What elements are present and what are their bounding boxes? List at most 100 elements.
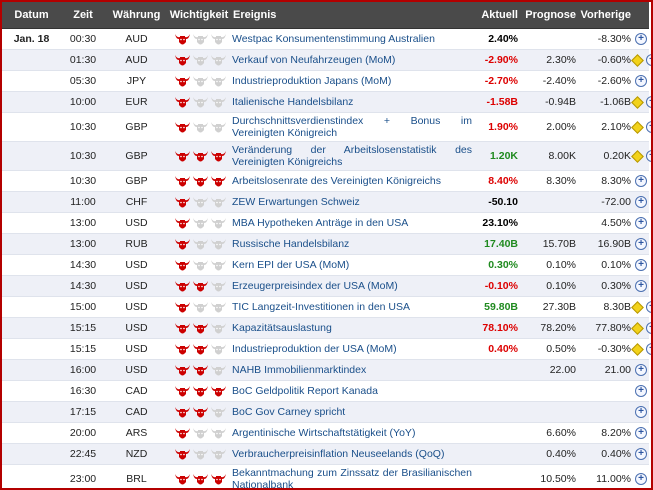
expand-plus-icon[interactable]: + bbox=[635, 238, 647, 251]
bull-icon bbox=[174, 322, 192, 334]
alert-diamond-icon[interactable] bbox=[631, 149, 644, 163]
bull-icon-inactive bbox=[210, 406, 228, 418]
expand-plus-icon[interactable]: + bbox=[646, 121, 651, 134]
alert-diamond-icon[interactable] bbox=[631, 342, 644, 356]
table-row[interactable]: 10:30 GBP Veränderung der Arbeitslosenstat… bbox=[2, 141, 651, 171]
row-event-link[interactable]: Westpac Konsumentenstimmung Australien bbox=[230, 28, 474, 50]
row-forecast: -0.94B bbox=[520, 91, 578, 113]
row-event-link[interactable]: TIC Langzeit-Investitionen in den USA bbox=[230, 296, 474, 318]
expand-plus-icon[interactable]: + bbox=[646, 343, 651, 356]
expand-plus-icon[interactable]: + bbox=[635, 364, 647, 377]
row-previous: -0.30% bbox=[578, 338, 633, 360]
row-event-link[interactable]: Verkauf von Neufahrzeugen (MoM) bbox=[230, 49, 474, 71]
row-importance bbox=[168, 422, 230, 444]
bull-icon bbox=[192, 406, 210, 418]
table-row[interactable]: 13:00 USD MBA Hypotheken Anträge in den US… bbox=[2, 212, 649, 234]
col-vorherige[interactable]: Vorherige bbox=[578, 2, 633, 29]
bull-icon bbox=[174, 121, 192, 133]
alert-diamond-icon[interactable] bbox=[631, 300, 644, 314]
col-datum[interactable]: Datum bbox=[2, 2, 61, 29]
expand-plus-icon[interactable]: + bbox=[635, 385, 647, 398]
table-row[interactable]: 15:15 USD Industrieproduktion der USA (MoM… bbox=[2, 338, 651, 360]
row-currency: AUD bbox=[105, 49, 168, 71]
row-actions: + bbox=[633, 443, 649, 465]
expand-plus-icon[interactable]: + bbox=[635, 280, 647, 293]
alert-diamond-icon[interactable] bbox=[631, 321, 644, 335]
table-row[interactable]: 01:30 AUD Verkauf von Neufahrzeugen (MoM) -… bbox=[2, 49, 651, 71]
table-row[interactable]: 16:00 USD NAHB Immobilienmarktindex 22.00 21… bbox=[2, 359, 649, 381]
expand-plus-icon[interactable]: + bbox=[635, 448, 647, 461]
row-event-link[interactable]: Russische Handelsbilanz bbox=[230, 233, 474, 255]
expand-plus-icon[interactable]: + bbox=[635, 259, 647, 272]
row-event-link[interactable]: Arbeitslosenrate des Vereinigten Königre… bbox=[230, 170, 474, 192]
row-currency: USD bbox=[105, 254, 168, 276]
table-row[interactable]: 16:30 CAD BoC Geldpolitik Report Kanada + bbox=[2, 380, 649, 402]
expand-plus-icon[interactable]: + bbox=[635, 33, 647, 46]
expand-plus-icon[interactable]: + bbox=[635, 175, 647, 188]
row-event-link[interactable]: BoC Geldpolitik Report Kanada bbox=[230, 380, 474, 402]
row-event-link[interactable]: Argentinische Wirtschaftstätigkeit (YoY) bbox=[230, 422, 474, 444]
table-row[interactable]: 15:15 USD Kapazitätsauslastung 78.10% 78.20%… bbox=[2, 317, 651, 339]
table-row[interactable]: 11:00 CHF ZEW Erwartungen Schweiz -50.10 -72… bbox=[2, 191, 649, 213]
row-event-link[interactable]: Kern EPI der USA (MoM) bbox=[230, 254, 474, 276]
row-actual: 2.40% bbox=[474, 28, 520, 50]
expand-plus-icon[interactable]: + bbox=[646, 96, 651, 109]
row-event-link[interactable]: Bekanntmachung zum Zinssatz der Brasilia… bbox=[230, 464, 474, 488]
bull-icon bbox=[174, 364, 192, 376]
row-event-link[interactable]: ZEW Erwartungen Schweiz bbox=[230, 191, 474, 213]
row-event-link[interactable]: Veränderung der Arbeitslosenstatistik de… bbox=[230, 141, 474, 171]
expand-plus-icon[interactable]: + bbox=[646, 54, 651, 67]
table-row[interactable]: 10:30 GBP Arbeitslosenrate des Vereinigten… bbox=[2, 170, 649, 192]
table-row[interactable]: 10:00 EUR Italienische Handelsbilanz -1.58B… bbox=[2, 91, 651, 113]
col-zeit[interactable]: Zeit bbox=[61, 2, 105, 29]
row-event-link[interactable]: NAHB Immobilienmarktindex bbox=[230, 359, 474, 381]
expand-plus-icon[interactable]: + bbox=[635, 427, 647, 440]
table-row[interactable]: 14:30 USD Erzeugerpreisindex der USA (MoM)… bbox=[2, 275, 649, 297]
row-currency: RUB bbox=[105, 233, 168, 255]
table-row[interactable]: 17:15 CAD BoC Gov Carney spricht + bbox=[2, 401, 649, 423]
table-row[interactable]: 23:00 BRL Bekanntmachung zum Zinssatz der … bbox=[2, 464, 649, 488]
row-event-link[interactable]: Erzeugerpreisindex der USA (MoM) bbox=[230, 275, 474, 297]
bull-icon bbox=[174, 448, 192, 460]
table-row[interactable]: 05:30 JPY Industrieproduktion Japans (MoM)… bbox=[2, 70, 649, 92]
col-prognose[interactable]: Prognose bbox=[520, 2, 578, 29]
row-event-link[interactable]: Kapazitätsauslastung bbox=[230, 317, 474, 339]
table-row[interactable]: 20:00 ARS Argentinische Wirtschaftstätigke… bbox=[2, 422, 649, 444]
expand-plus-icon[interactable]: + bbox=[635, 406, 647, 419]
row-previous: 11.00% bbox=[578, 464, 633, 488]
alert-diamond-icon[interactable] bbox=[631, 53, 644, 67]
expand-plus-icon[interactable]: + bbox=[646, 301, 651, 314]
row-event-link[interactable]: Industrieproduktion Japans (MoM) bbox=[230, 70, 474, 92]
row-event-link[interactable]: BoC Gov Carney spricht bbox=[230, 401, 474, 423]
expand-plus-icon[interactable]: + bbox=[646, 322, 651, 335]
col-ereignis[interactable]: Ereignis bbox=[230, 2, 474, 29]
col-aktuell[interactable]: Aktuell bbox=[474, 2, 520, 29]
expand-plus-icon[interactable]: + bbox=[635, 473, 647, 486]
row-actual: 23.10% bbox=[474, 212, 520, 234]
col-wichtigkeit[interactable]: Wichtigkeit bbox=[168, 2, 230, 29]
table-row[interactable]: 22:45 NZD Verbraucherpreisinflation Neusee… bbox=[2, 443, 649, 465]
row-event-link[interactable]: MBA Hypotheken Anträge in den USA bbox=[230, 212, 474, 234]
bull-icon-inactive bbox=[210, 54, 228, 66]
row-event-link[interactable]: Verbraucherpreisinflation Neuseelands (Q… bbox=[230, 443, 474, 465]
expand-plus-icon[interactable]: + bbox=[635, 196, 647, 209]
alert-diamond-icon[interactable] bbox=[631, 120, 644, 134]
row-event-link[interactable]: Industrieproduktion der USA (MoM) bbox=[230, 338, 474, 360]
table-row[interactable]: 10:30 GBP Durchschnittsverdienstindex + Bo… bbox=[2, 112, 651, 142]
bull-icon bbox=[174, 473, 192, 485]
row-importance bbox=[168, 141, 230, 171]
expand-plus-icon[interactable]: + bbox=[635, 75, 647, 88]
bull-icon bbox=[192, 385, 210, 397]
table-row[interactable]: 13:00 RUB Russische Handelsbilanz 17.40B 15.… bbox=[2, 233, 649, 255]
alert-diamond-icon[interactable] bbox=[631, 95, 644, 109]
expand-plus-icon[interactable]: + bbox=[635, 217, 647, 230]
row-event-link[interactable]: Durchschnittsverdienstindex + Bonus im V… bbox=[230, 112, 474, 142]
table-row[interactable]: 14:30 USD Kern EPI der USA (MoM) 0.30% 0.10%… bbox=[2, 254, 649, 276]
table-row[interactable]: 15:00 USD TIC Langzeit-Investitionen in de… bbox=[2, 296, 651, 318]
expand-plus-icon[interactable]: + bbox=[646, 150, 651, 163]
row-event-link[interactable]: Italienische Handelsbilanz bbox=[230, 91, 474, 113]
col-waehrung[interactable]: Währung bbox=[105, 2, 168, 29]
bull-icon bbox=[174, 75, 192, 87]
row-actions: + bbox=[633, 70, 649, 92]
table-row[interactable]: Jan. 18 00:30 AUD Westpac Konsumentenstimmu… bbox=[2, 28, 649, 50]
